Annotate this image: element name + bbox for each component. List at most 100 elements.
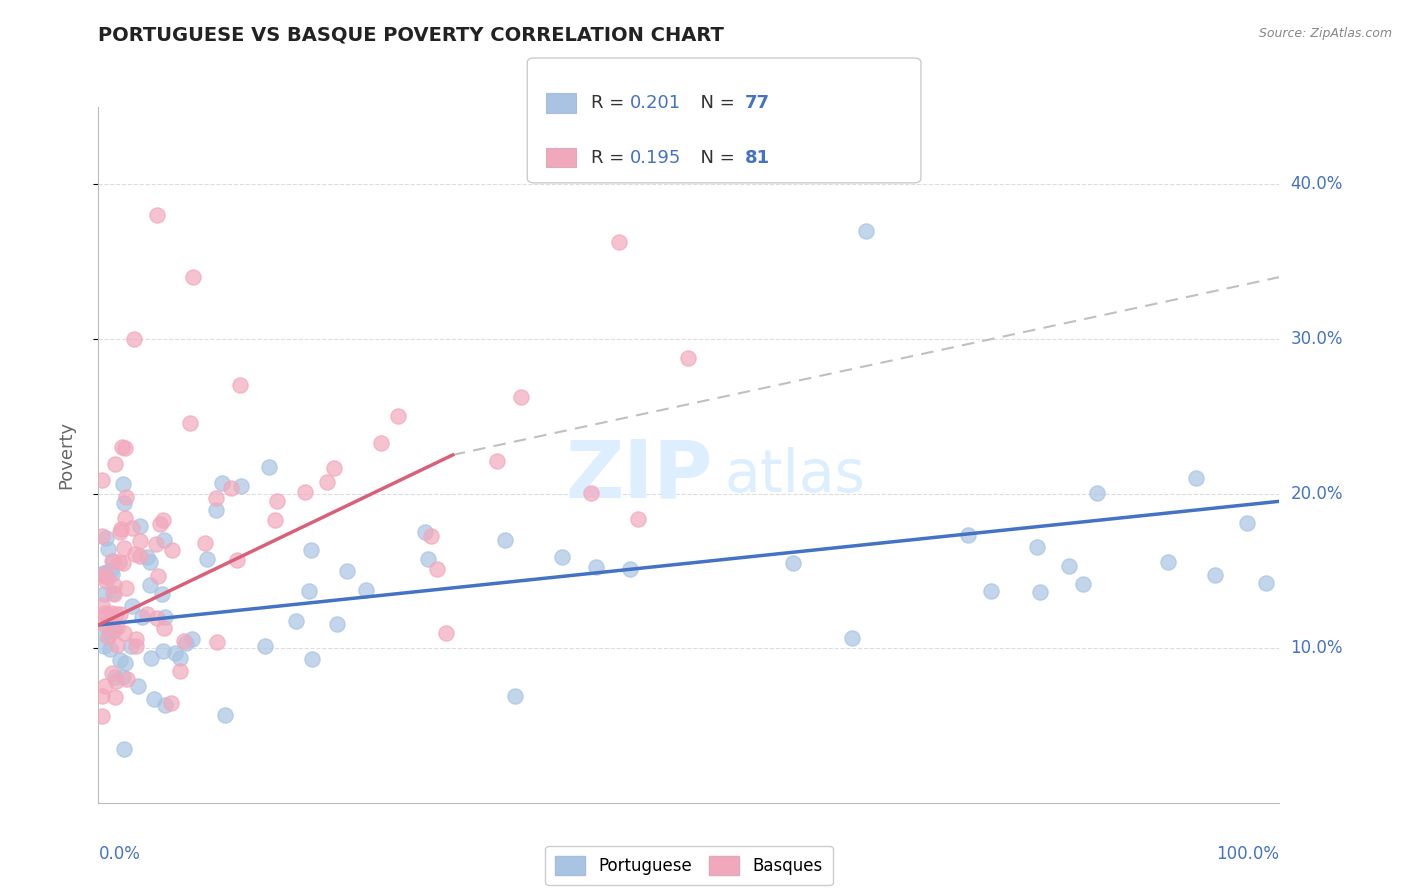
Point: [980, 583, 1002, 598]
Point: [108, 607, 131, 621]
Point: [101, 622, 124, 636]
Point: [94, 608, 117, 623]
Point: [180, 632, 202, 646]
Point: [91, 689, 114, 703]
Point: [266, 494, 288, 508]
Point: [253, 640, 276, 654]
Point: [139, 650, 162, 665]
Point: [152, 533, 174, 547]
Point: [91, 598, 114, 612]
Point: [129, 549, 152, 563]
Point: [136, 607, 159, 621]
Point: [181, 270, 204, 285]
Point: [138, 578, 160, 592]
Point: [956, 528, 979, 542]
Point: [420, 528, 443, 542]
Point: [841, 631, 863, 645]
Point: [128, 679, 150, 693]
Point: [204, 503, 226, 517]
Point: [434, 625, 457, 640]
Point: [91, 473, 114, 487]
Point: [101, 586, 124, 600]
Point: [264, 513, 287, 527]
Point: [108, 555, 131, 569]
Point: [153, 698, 176, 712]
Point: [94, 531, 117, 545]
Point: [100, 642, 122, 657]
Point: [229, 479, 252, 493]
Point: [226, 552, 249, 566]
Point: [93, 566, 115, 580]
Text: 10.0%: 10.0%: [1291, 640, 1343, 657]
Point: [139, 555, 162, 569]
Point: [1057, 559, 1080, 574]
Point: [299, 543, 322, 558]
Point: [229, 378, 252, 392]
Point: [370, 435, 392, 450]
Text: N =: N =: [689, 149, 741, 167]
Point: [581, 486, 603, 500]
Point: [146, 611, 169, 625]
Text: 81: 81: [745, 149, 770, 167]
Point: [503, 690, 526, 704]
Point: [336, 564, 359, 578]
Point: [91, 708, 114, 723]
Point: [108, 652, 131, 666]
Point: [356, 583, 378, 598]
Point: [510, 390, 533, 404]
Point: [145, 537, 167, 551]
Text: N =: N =: [689, 94, 741, 112]
Point: [94, 679, 117, 693]
Point: [284, 614, 307, 628]
Point: [128, 519, 150, 533]
Text: 77: 77: [745, 94, 770, 112]
Point: [585, 560, 607, 574]
Point: [485, 454, 508, 468]
Point: [152, 512, 174, 526]
Point: [1026, 540, 1049, 554]
Text: ZIP: ZIP: [565, 437, 713, 515]
Point: [627, 512, 650, 526]
Point: [1029, 585, 1052, 599]
Text: 30.0%: 30.0%: [1291, 330, 1343, 348]
Point: [112, 495, 135, 509]
Point: [214, 707, 236, 722]
Point: [219, 481, 242, 495]
Point: [1071, 577, 1094, 591]
Point: [294, 485, 316, 500]
Text: atlas: atlas: [724, 447, 865, 504]
Point: [169, 665, 191, 679]
Point: [413, 524, 436, 539]
Legend: Portuguese, Basques: Portuguese, Basques: [546, 846, 832, 885]
Point: [93, 617, 115, 632]
Point: [173, 633, 195, 648]
Point: [1254, 576, 1277, 591]
Point: [153, 621, 176, 635]
Point: [121, 599, 143, 613]
Point: [115, 581, 138, 595]
Point: [105, 638, 128, 652]
Point: [104, 674, 127, 689]
Point: [110, 522, 132, 536]
Point: [165, 646, 187, 660]
Point: [120, 640, 142, 654]
Point: [301, 652, 323, 666]
Point: [104, 690, 127, 704]
Point: [326, 616, 349, 631]
Point: [97, 541, 120, 556]
Point: [91, 529, 114, 543]
Point: [93, 566, 115, 581]
Point: [111, 556, 134, 570]
Point: [152, 644, 174, 658]
Point: [112, 625, 135, 640]
Point: [131, 610, 153, 624]
Point: [619, 562, 641, 576]
Point: [112, 742, 135, 756]
Point: [169, 651, 191, 665]
Point: [494, 533, 516, 547]
Text: R =: R =: [591, 94, 630, 112]
Point: [174, 636, 197, 650]
Point: [150, 587, 173, 601]
Point: [98, 627, 121, 641]
Point: [111, 440, 134, 454]
